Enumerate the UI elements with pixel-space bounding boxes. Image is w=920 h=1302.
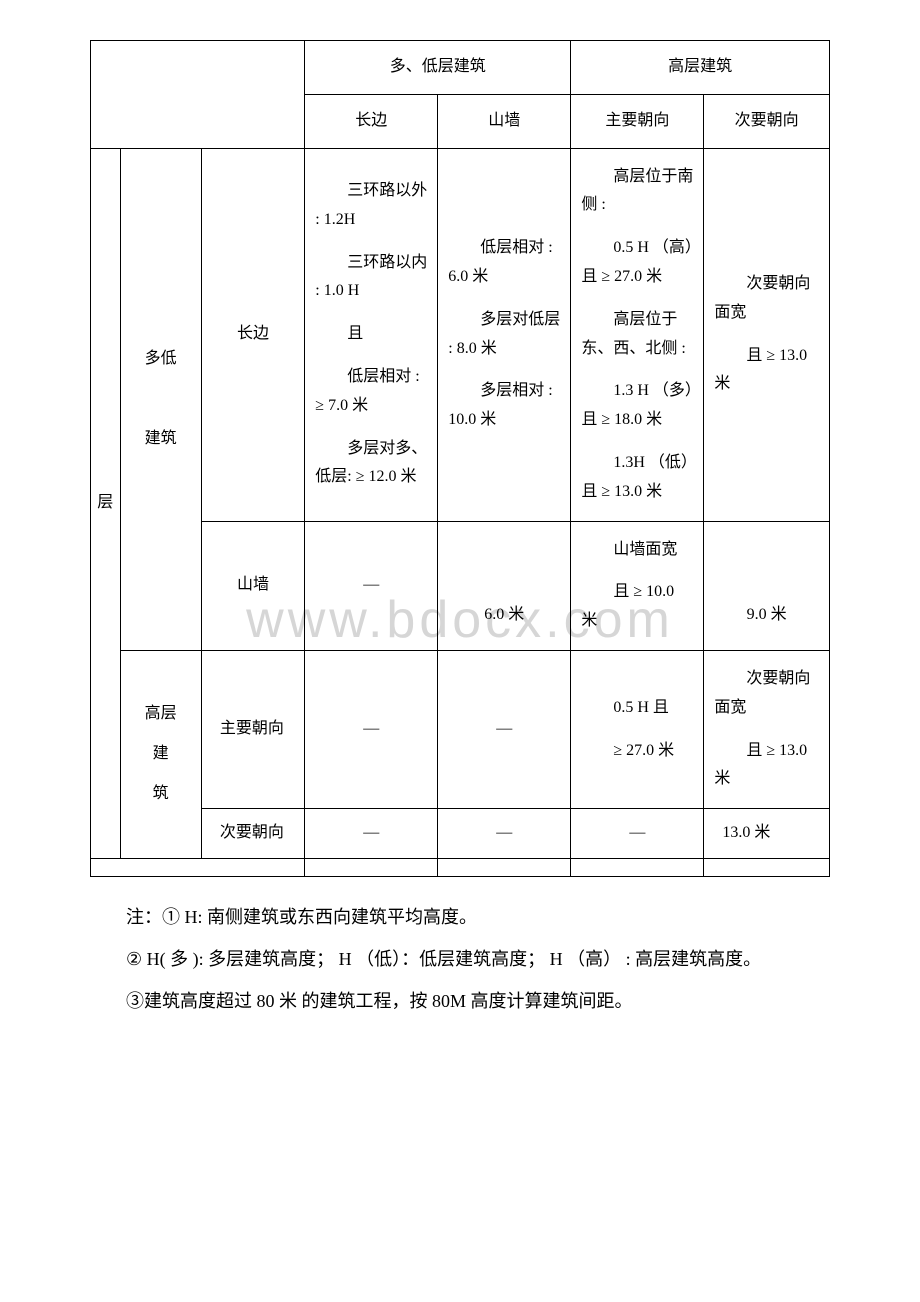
- spacing-table: 多、低层建筑 高层建筑 长边 山墙 主要朝向 次要朝向 层 多低 建筑 长边 三…: [90, 40, 830, 877]
- header-group-1: 多、低层建筑: [305, 41, 571, 95]
- header-col-1: 长边: [305, 94, 438, 148]
- sub-gable: 山墙: [201, 521, 304, 650]
- cell-high-minor-3: —: [571, 809, 704, 859]
- table-row: 山墙 — 6.0 米 山墙面宽 且 ≥ 10.0 米 9.0 米: [91, 521, 830, 650]
- sub-long-edge: 长边: [201, 148, 304, 521]
- note-3: ③建筑高度超过 80 米 的建筑工程，按 80M 高度计算建筑间距。: [90, 983, 830, 1021]
- header-col-3: 主要朝向: [571, 94, 704, 148]
- sub-minor-orient: 次要朝向: [201, 809, 304, 859]
- table-header-row-1: 多、低层建筑 高层建筑: [91, 41, 830, 95]
- note-2: ② H( 多 ): 多层建筑高度； H （低）：低层建筑高度； H （高） : …: [90, 941, 830, 979]
- cell-low-long-3: 高层位于南侧 : 0.5 H （高）且 ≥ 27.0 米 高层位于东、西、北侧 …: [571, 148, 704, 521]
- note-1: 注：① H: 南侧建筑或东西向建筑平均高度。: [90, 899, 830, 937]
- cell-high-minor-2: —: [438, 809, 571, 859]
- header-blank: [91, 41, 305, 149]
- sub-main-orient: 主要朝向: [201, 650, 304, 808]
- notes-section: 注：① H: 南侧建筑或东西向建筑平均高度。 ② H( 多 ): 多层建筑高度；…: [90, 899, 830, 1020]
- category-low: 多低 建筑: [120, 148, 201, 650]
- table-row: 层 多低 建筑 长边 三环路以外 : 1.2H 三环路以内 : 1.0 H 且 …: [91, 148, 830, 521]
- header-col-4: 次要朝向: [704, 94, 830, 148]
- table-empty-row: [91, 858, 830, 876]
- header-col-2: 山墙: [438, 94, 571, 148]
- cell-low-gable-4: 9.0 米: [704, 521, 830, 650]
- header-group-2: 高层建筑: [571, 41, 830, 95]
- cell-low-gable-3: 山墙面宽 且 ≥ 10.0 米: [571, 521, 704, 650]
- cell-low-long-4: 次要朝向面宽 且 ≥ 13.0 米: [704, 148, 830, 521]
- cell-high-main-1: —: [305, 650, 438, 808]
- cell-high-main-2: —: [438, 650, 571, 808]
- table-row: 次要朝向 — — — 13.0 米: [91, 809, 830, 859]
- cell-high-minor-4: 13.0 米: [704, 809, 830, 859]
- cell-high-main-4: 次要朝向面宽 且 ≥ 13.0 米: [704, 650, 830, 808]
- cell-low-long-1: 三环路以外 : 1.2H 三环路以内 : 1.0 H 且 低层相对 : ≥ 7.…: [305, 148, 438, 521]
- cell-low-gable-1: —: [305, 521, 438, 650]
- cell-high-main-3: 0.5 H 且 ≥ 27.0 米: [571, 650, 704, 808]
- cell-low-gable-2: 6.0 米: [438, 521, 571, 650]
- cell-high-minor-1: —: [305, 809, 438, 859]
- table-row: 高层 建 筑 主要朝向 — — 0.5 H 且 ≥ 27.0 米 次要朝向面宽 …: [91, 650, 830, 808]
- cell-low-long-2: 低层相对 : 6.0 米 多层对低层 : 8.0 米 多层相对 : 10.0 米: [438, 148, 571, 521]
- page-content: 多、低层建筑 高层建筑 长边 山墙 主要朝向 次要朝向 层 多低 建筑 长边 三…: [90, 40, 830, 1020]
- category-high: 高层 建 筑: [120, 650, 201, 858]
- row-blank-label: 层: [91, 148, 121, 858]
